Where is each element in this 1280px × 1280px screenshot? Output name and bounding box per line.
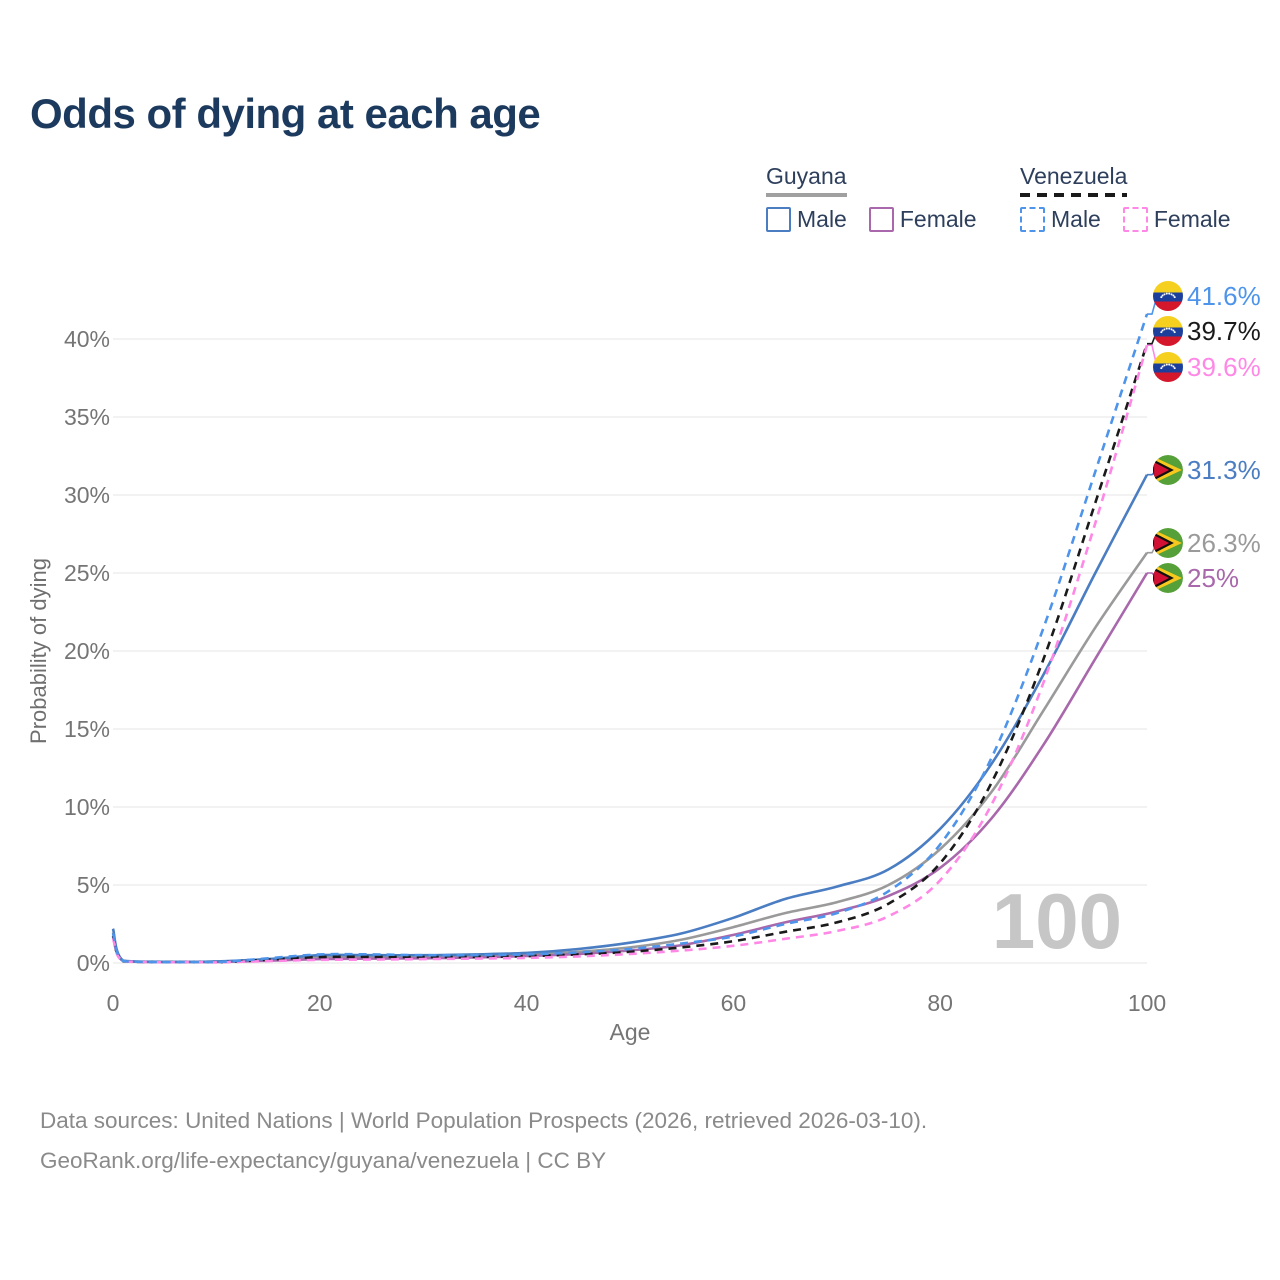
x-tick-label: 80 bbox=[927, 990, 953, 1016]
legend-country-label: Guyana bbox=[766, 163, 847, 189]
legend-country-label: Venezuela bbox=[1020, 163, 1128, 189]
legend-group-venezuela: Venezuela Male Female bbox=[1020, 163, 1253, 233]
y-tick-label: 10% bbox=[64, 794, 110, 820]
end-label-guyana-both: 26.3% bbox=[1187, 528, 1261, 558]
legend-country-venezuela: Venezuela bbox=[1020, 163, 1128, 197]
end-label-guyana-male: 31.3% bbox=[1187, 455, 1261, 485]
legend-item-guyana-female[interactable]: Female bbox=[899, 206, 977, 232]
data-sources-note: Data sources: United Nations | World Pop… bbox=[40, 1108, 928, 1133]
line-venezuela-female bbox=[111, 344, 1149, 964]
y-tick-label: 35% bbox=[64, 404, 110, 430]
legend-swatch-venezuela-male[interactable] bbox=[1020, 207, 1045, 232]
y-axis-title: Probability of dying bbox=[26, 558, 51, 744]
y-tick-label: 20% bbox=[64, 638, 110, 664]
x-tick-label: 60 bbox=[721, 990, 747, 1016]
flag-guyana-icon bbox=[1153, 528, 1183, 558]
y-tick-label: 40% bbox=[64, 326, 110, 352]
legend-item-guyana-male[interactable]: Male bbox=[797, 206, 847, 232]
y-tick-label: 0% bbox=[77, 950, 110, 976]
series-lines bbox=[111, 313, 1149, 964]
x-axis-tick-labels: 0 20 40 60 80 100 bbox=[107, 990, 1167, 1016]
x-axis-title: Age bbox=[610, 1019, 651, 1045]
y-axis-tick-labels: 0% 5% 10% 15% 20% 25% 30% 35% 40% bbox=[64, 326, 110, 976]
flag-guyana-icon bbox=[1153, 455, 1183, 485]
series-end-labels: 26.3% 25% 31.3% 39.7% 39.6% 41.6% bbox=[1147, 281, 1261, 593]
flag-venezuela-icon bbox=[1153, 352, 1183, 382]
age-watermark: 100 bbox=[992, 877, 1122, 965]
legend-item-venezuela-male[interactable]: Male bbox=[1051, 206, 1101, 232]
x-tick-label: 100 bbox=[1128, 990, 1166, 1016]
legend-line-sample-dashed bbox=[1020, 193, 1128, 197]
gridlines bbox=[113, 338, 1147, 964]
legend-item-venezuela-female[interactable]: Female bbox=[1153, 206, 1231, 232]
end-label-guyana-female: 25% bbox=[1187, 563, 1239, 593]
x-tick-label: 40 bbox=[514, 990, 540, 1016]
flag-venezuela-icon bbox=[1153, 281, 1183, 311]
line-venezuela-male bbox=[111, 313, 1149, 964]
legend-group-guyana: Guyana Male Female bbox=[766, 163, 999, 233]
y-tick-label: 25% bbox=[64, 560, 110, 586]
end-label-venezuela-female: 39.6% bbox=[1187, 352, 1261, 382]
end-label-venezuela-both: 39.7% bbox=[1187, 316, 1261, 346]
flag-venezuela-icon bbox=[1153, 316, 1183, 346]
legend-country-guyana: Guyana bbox=[766, 163, 847, 197]
flag-guyana-icon bbox=[1153, 563, 1183, 593]
odds-of-dying-chart: 100 0% 5% 10% 15% 20% 25% 30% 35% 40% 0 20 40 60 80 1… bbox=[26, 281, 1261, 1045]
legend-line-sample-solid bbox=[766, 193, 847, 197]
attribution-note: GeoRank.org/life-expectancy/guyana/venez… bbox=[40, 1148, 607, 1173]
line-venezuela-both bbox=[111, 343, 1149, 964]
end-label-venezuela-male: 41.6% bbox=[1187, 281, 1261, 311]
y-tick-label: 30% bbox=[64, 482, 110, 508]
x-tick-label: 20 bbox=[307, 990, 333, 1016]
y-tick-label: 5% bbox=[77, 872, 110, 898]
page-title: Odds of dying at each age bbox=[30, 90, 541, 137]
y-tick-label: 15% bbox=[64, 716, 110, 742]
legend-swatch-guyana-female[interactable] bbox=[868, 207, 894, 232]
legend-swatch-venezuela-female[interactable] bbox=[1122, 207, 1148, 232]
x-tick-label: 0 bbox=[107, 990, 120, 1016]
legend-swatch-guyana-male[interactable] bbox=[766, 207, 791, 232]
